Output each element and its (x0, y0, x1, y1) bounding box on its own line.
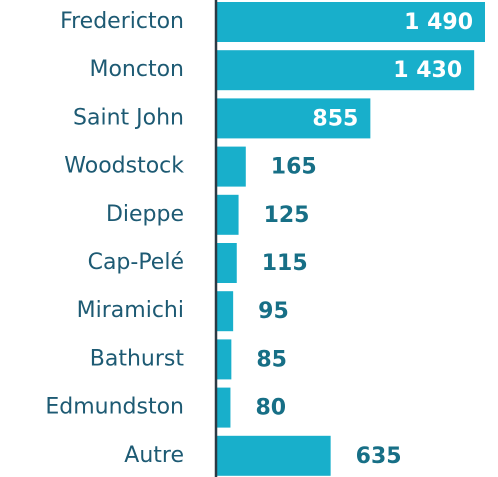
value-label: 165 (271, 155, 317, 180)
bar (216, 194, 239, 235)
bar (216, 146, 246, 187)
bar (216, 50, 475, 91)
value-label: 125 (264, 203, 310, 228)
value-label: 85 (256, 347, 287, 372)
value-label: 1 490 (404, 10, 473, 35)
value-label: 80 (255, 396, 286, 421)
category-label: Fredericton (60, 9, 184, 34)
category-label: Cap-Pelé (88, 250, 184, 275)
category-label: Saint John (73, 105, 184, 130)
value-label: 635 (356, 444, 402, 469)
value-label: 115 (262, 251, 308, 276)
category-label: Edmundston (45, 395, 184, 420)
bar (216, 243, 237, 283)
bar (216, 291, 234, 332)
bar (216, 98, 371, 139)
bar (216, 339, 232, 380)
category-label: Dieppe (106, 202, 184, 227)
category-label: Miramichi (77, 298, 184, 323)
category-label: Woodstock (64, 154, 184, 179)
bar (216, 2, 485, 42)
value-label: 855 (312, 106, 358, 131)
value-label: 95 (258, 299, 289, 324)
bar (216, 435, 331, 476)
category-label: Autre (124, 443, 184, 468)
value-label: 1 430 (393, 58, 462, 83)
category-label: Bathurst (90, 346, 185, 371)
bar (216, 387, 231, 428)
category-label: Moncton (89, 57, 184, 82)
